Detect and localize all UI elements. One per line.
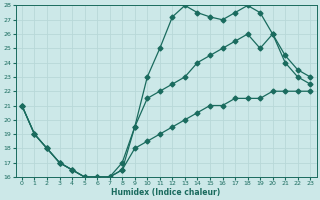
- X-axis label: Humidex (Indice chaleur): Humidex (Indice chaleur): [111, 188, 221, 197]
